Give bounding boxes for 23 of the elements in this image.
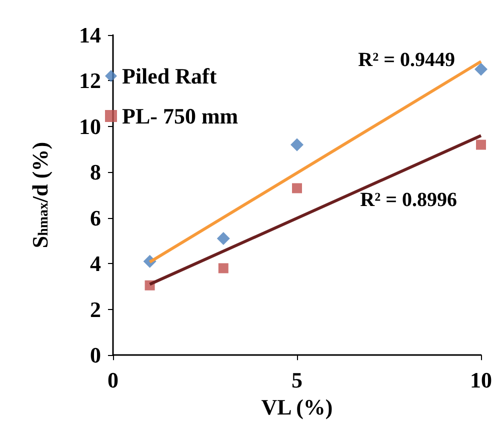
point [218,263,228,274]
y-tick-label: 2 [90,296,101,322]
legend-label: Piled Raft [122,64,218,88]
y-tick-label: 14 [79,22,101,48]
point [474,62,488,76]
legend-label: PL- 750 mm [122,104,238,128]
x-tick-label: 0 [108,368,118,393]
y-tick-label: 0 [90,342,101,368]
y-axis-title: Shmax/d (%) [28,142,52,248]
y-tick-label: 12 [79,68,101,94]
x-axis-title: VL (%) [261,394,333,420]
y-tick-label: 6 [90,205,101,230]
annotation: R² = 0.9449 [358,49,456,71]
point [290,138,304,152]
point [292,183,302,194]
annotation: R² = 0.8996 [360,189,458,211]
y-tick-label: 8 [90,160,101,185]
y-tick-label: 10 [79,114,101,139]
x-tick-label: 5 [292,368,302,393]
point [216,232,230,245]
y-tick-label: 4 [90,251,101,276]
point [476,140,486,150]
x-tick-label: 10 [470,368,492,393]
